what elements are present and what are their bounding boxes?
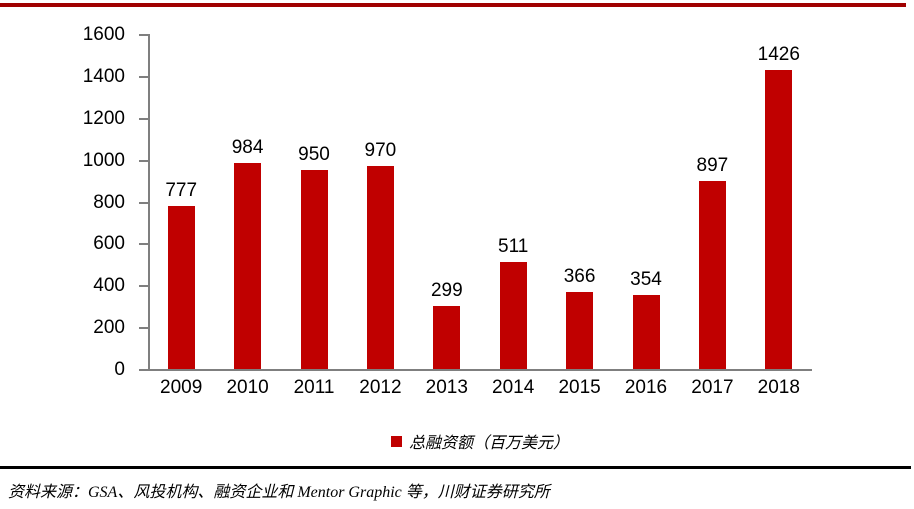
bar: [167, 206, 195, 369]
y-axis-tick: [139, 75, 148, 78]
x-tick-label: 2010: [226, 377, 269, 398]
x-tick-label: 2015: [558, 377, 601, 398]
y-tick-label: 200: [93, 317, 125, 339]
bar-value-label: 511: [498, 236, 529, 257]
y-tick-label: 400: [93, 275, 125, 297]
bar-value-label: 1426: [757, 44, 800, 66]
y-axis-tick: [139, 159, 148, 162]
y-axis-tick: [139, 369, 148, 371]
bar: [300, 170, 328, 369]
bar: [234, 162, 262, 369]
source-note: 资料来源：GSA、风投机构、融资企业和 Mentor Graphic 等，川财证…: [8, 484, 550, 501]
legend: 总融资额（百万美元）: [148, 429, 812, 453]
top-divider-rule: [0, 3, 906, 7]
x-tick-label: 2013: [425, 377, 468, 398]
bar: [698, 181, 726, 369]
y-tick-label: 1200: [82, 107, 125, 129]
x-tick-label: 2017: [691, 377, 734, 398]
bar-value-label: 970: [364, 139, 397, 161]
y-axis-tick: [139, 243, 148, 246]
x-tick-label: 2018: [757, 377, 800, 398]
y-tick-label: 800: [93, 191, 125, 213]
y-axis-tick: [139, 285, 148, 288]
bar: [366, 165, 394, 369]
y-tick-label: 1000: [82, 149, 125, 171]
legend-label: 总融资额（百万美元）: [408, 435, 569, 452]
y-tick-label: 1400: [82, 65, 125, 87]
y-axis-tick: [139, 327, 148, 330]
legend-marker-icon: [390, 435, 402, 447]
bar-value-label: 897: [696, 155, 729, 177]
y-tick-label: 600: [93, 233, 125, 255]
bar-value-label: 777: [165, 180, 198, 202]
x-axis-line: [148, 369, 812, 371]
x-tick-label: 2011: [293, 377, 335, 398]
bar-value-label: 366: [563, 266, 596, 288]
y-axis-tick: [139, 34, 148, 36]
y-tick-label: 1600: [82, 24, 125, 45]
bar-value-label: 354: [630, 268, 662, 290]
x-tick-label: 2016: [624, 377, 668, 398]
bar: [433, 306, 461, 369]
bar-value-label: 984: [231, 136, 264, 158]
y-tick-label: 0: [114, 359, 125, 380]
footer-divider-rule: [0, 466, 911, 469]
x-tick-label: 2014: [492, 377, 535, 398]
y-axis-tick: [139, 201, 148, 204]
x-tick-label: 2012: [359, 377, 402, 398]
bar: [566, 292, 594, 369]
y-axis-tick: [139, 117, 148, 120]
bar: [632, 294, 660, 369]
bar: [765, 70, 793, 369]
x-tick-label: 2009: [160, 377, 203, 398]
bar-value-label: 299: [430, 280, 463, 302]
bar-value-label: 950: [298, 144, 330, 166]
bar: [499, 262, 527, 369]
y-axis-line: [148, 34, 150, 371]
